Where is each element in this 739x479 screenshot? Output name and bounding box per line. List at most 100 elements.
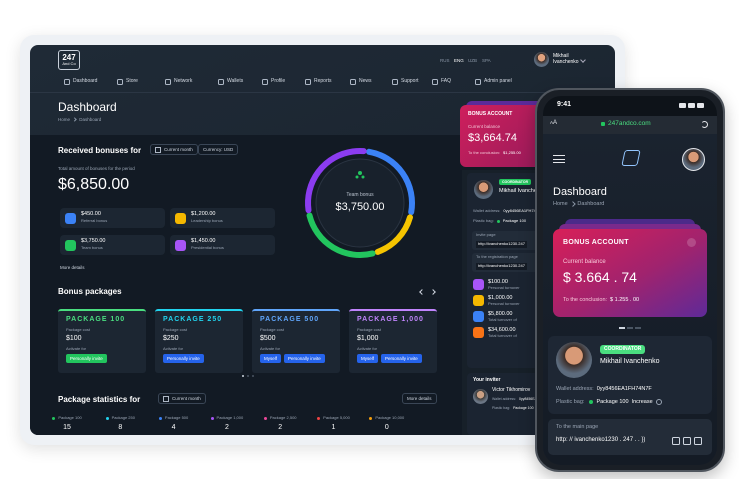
language[interactable]: SPA	[482, 58, 491, 63]
stat-count: 15	[63, 424, 71, 431]
package-card: PACKAGE 100 Package cost $100 Activate for P…	[58, 309, 146, 373]
activate-button[interactable]: Personally invite	[284, 354, 325, 364]
nav-item[interactable]: Reports	[305, 78, 332, 85]
text-size[interactable]: AA	[550, 120, 558, 126]
nav-item[interactable]: Dashboard	[64, 78, 97, 85]
stat-dot	[317, 416, 321, 420]
info-icon	[655, 399, 662, 406]
period-button[interactable]: Current month	[150, 144, 198, 155]
share-icon[interactable]	[694, 437, 702, 445]
conclusion: To the conclusion: $1,255.00	[468, 150, 521, 156]
activate-button[interactable]: Personally invite	[66, 354, 107, 364]
nav-item[interactable]: News	[350, 78, 372, 85]
bag-dot	[589, 400, 594, 405]
activate-label: Activate for	[163, 346, 184, 351]
turnover-amount: $100.00	[488, 279, 508, 285]
main-page-url[interactable]: http: // ivanchenko1230 . 247 . . })	[556, 437, 646, 443]
bag-label: Plastic bag:	[473, 218, 494, 223]
nav-item[interactable]: Network	[165, 78, 192, 85]
stat-name: Package 2,500	[269, 415, 297, 420]
stat-count: 2	[278, 424, 283, 431]
user-name[interactable]: Mikhail Ivanchenko	[553, 53, 579, 65]
link-url[interactable]: http://ivanchenko1230.247	[476, 241, 527, 248]
card-title: BONUS ACCOUNT	[468, 111, 513, 117]
activate-label: Activate for	[260, 346, 281, 351]
activate-label: Activate for	[66, 346, 87, 351]
profile-name: Mikhail Ivanchenko	[600, 358, 660, 365]
bonus-icon	[175, 212, 186, 224]
nav-item[interactable]: Admin panel	[475, 78, 512, 85]
bonus-label: Leadership bonus	[191, 218, 223, 223]
nav-item[interactable]: FAQ	[432, 78, 451, 85]
ring-segment	[305, 148, 415, 258]
bonus-amount: $1,200.00	[191, 211, 216, 217]
url[interactable]: 247andco.com	[601, 120, 651, 127]
stat-dot	[158, 416, 162, 420]
activate-button[interactable]: Personally invite	[381, 354, 422, 364]
menu-line[interactable]	[553, 155, 565, 157]
stat-name: Package 500	[164, 415, 189, 420]
nav-item[interactable]: Support	[392, 78, 419, 85]
conclusion-label: To the conclusion:	[563, 297, 608, 303]
open-icon[interactable]	[687, 238, 696, 247]
section-title: Package statistics for	[58, 395, 141, 404]
bonus-icon	[175, 239, 186, 251]
wallet-label: Wallet address:	[556, 386, 594, 392]
package-name: PACKAGE 100	[66, 316, 126, 323]
cost-label: Package cost	[357, 327, 382, 332]
more-link[interactable]: More details	[60, 265, 85, 270]
breadcrumb-item[interactable]: Home	[553, 201, 568, 207]
section-title: Received bonuses for	[58, 146, 142, 155]
nav-item[interactable]: Profile	[262, 78, 285, 85]
nav-item[interactable]: Wallets	[218, 78, 243, 85]
menu-line[interactable]	[553, 158, 565, 160]
ring-segment	[305, 148, 415, 258]
turnover-amount: $1,000.00	[488, 295, 513, 301]
breadcrumb-separator	[569, 201, 576, 207]
bag-label: Plastic bag:	[556, 399, 585, 405]
inviter-avatar	[473, 389, 488, 404]
bonus-amount: $1,450.00	[191, 238, 216, 244]
activate-button[interactable]: Personally invite	[163, 354, 204, 364]
bonus-item: $1,450.00 Presidential bonus	[170, 235, 275, 255]
language[interactable]: ENG	[454, 58, 464, 63]
bonus-icon	[65, 239, 76, 251]
period-button[interactable]: Current month	[158, 393, 206, 404]
calendar-icon	[163, 395, 169, 402]
stat-label: Package 100	[42, 415, 92, 421]
stat-count: 2	[224, 424, 229, 431]
bonus-label: Referral bonus	[81, 218, 108, 223]
activate-button[interactable]: Myself	[260, 354, 282, 364]
breadcrumb-item: Dashboard	[577, 201, 605, 207]
more-button[interactable]: More details	[402, 393, 437, 404]
nav-icon	[64, 79, 70, 85]
package-card: PACKAGE 250 Package cost $250 Activate for P…	[155, 309, 243, 373]
nav-label: Reports	[314, 78, 332, 85]
language[interactable]: RUS	[440, 58, 450, 63]
share-icon[interactable]	[683, 437, 691, 445]
share-icon[interactable]	[672, 437, 680, 445]
inviter-name: Victor Tikhomirov	[492, 387, 531, 393]
activate-button[interactable]: Myself	[357, 354, 379, 364]
increase-link[interactable]: Increase	[631, 399, 653, 405]
balance-label: Current balance	[468, 124, 501, 129]
bonus-icon	[65, 212, 76, 224]
bag-line: Plastic bag: Package 100	[473, 218, 526, 224]
package-card: PACKAGE 500 Package cost $500 Activate for M…	[252, 309, 340, 373]
nav-label: Store	[126, 78, 138, 85]
menu-line[interactable]	[553, 162, 565, 164]
language[interactable]: UZB	[468, 58, 477, 63]
stat-count: 4	[171, 424, 176, 431]
link-url[interactable]: http://ivanchenko1230.247	[476, 263, 527, 270]
main-page-box: To the main page http: // ivanchenko1230 …	[548, 419, 712, 455]
currency-select[interactable]: Currency: USD	[198, 144, 239, 155]
turnover-amount: $5,800.00	[488, 311, 513, 317]
stat-dot	[263, 416, 267, 420]
breadcrumb-item[interactable]: Home	[58, 117, 71, 122]
period-label: Current month	[172, 395, 201, 401]
ring-icon	[358, 171, 362, 175]
activate-label: Activate for	[357, 346, 378, 351]
nav-item[interactable]: Store	[117, 78, 138, 85]
button-row: Personally invite	[66, 354, 107, 364]
logo-name: And Co	[62, 61, 76, 67]
